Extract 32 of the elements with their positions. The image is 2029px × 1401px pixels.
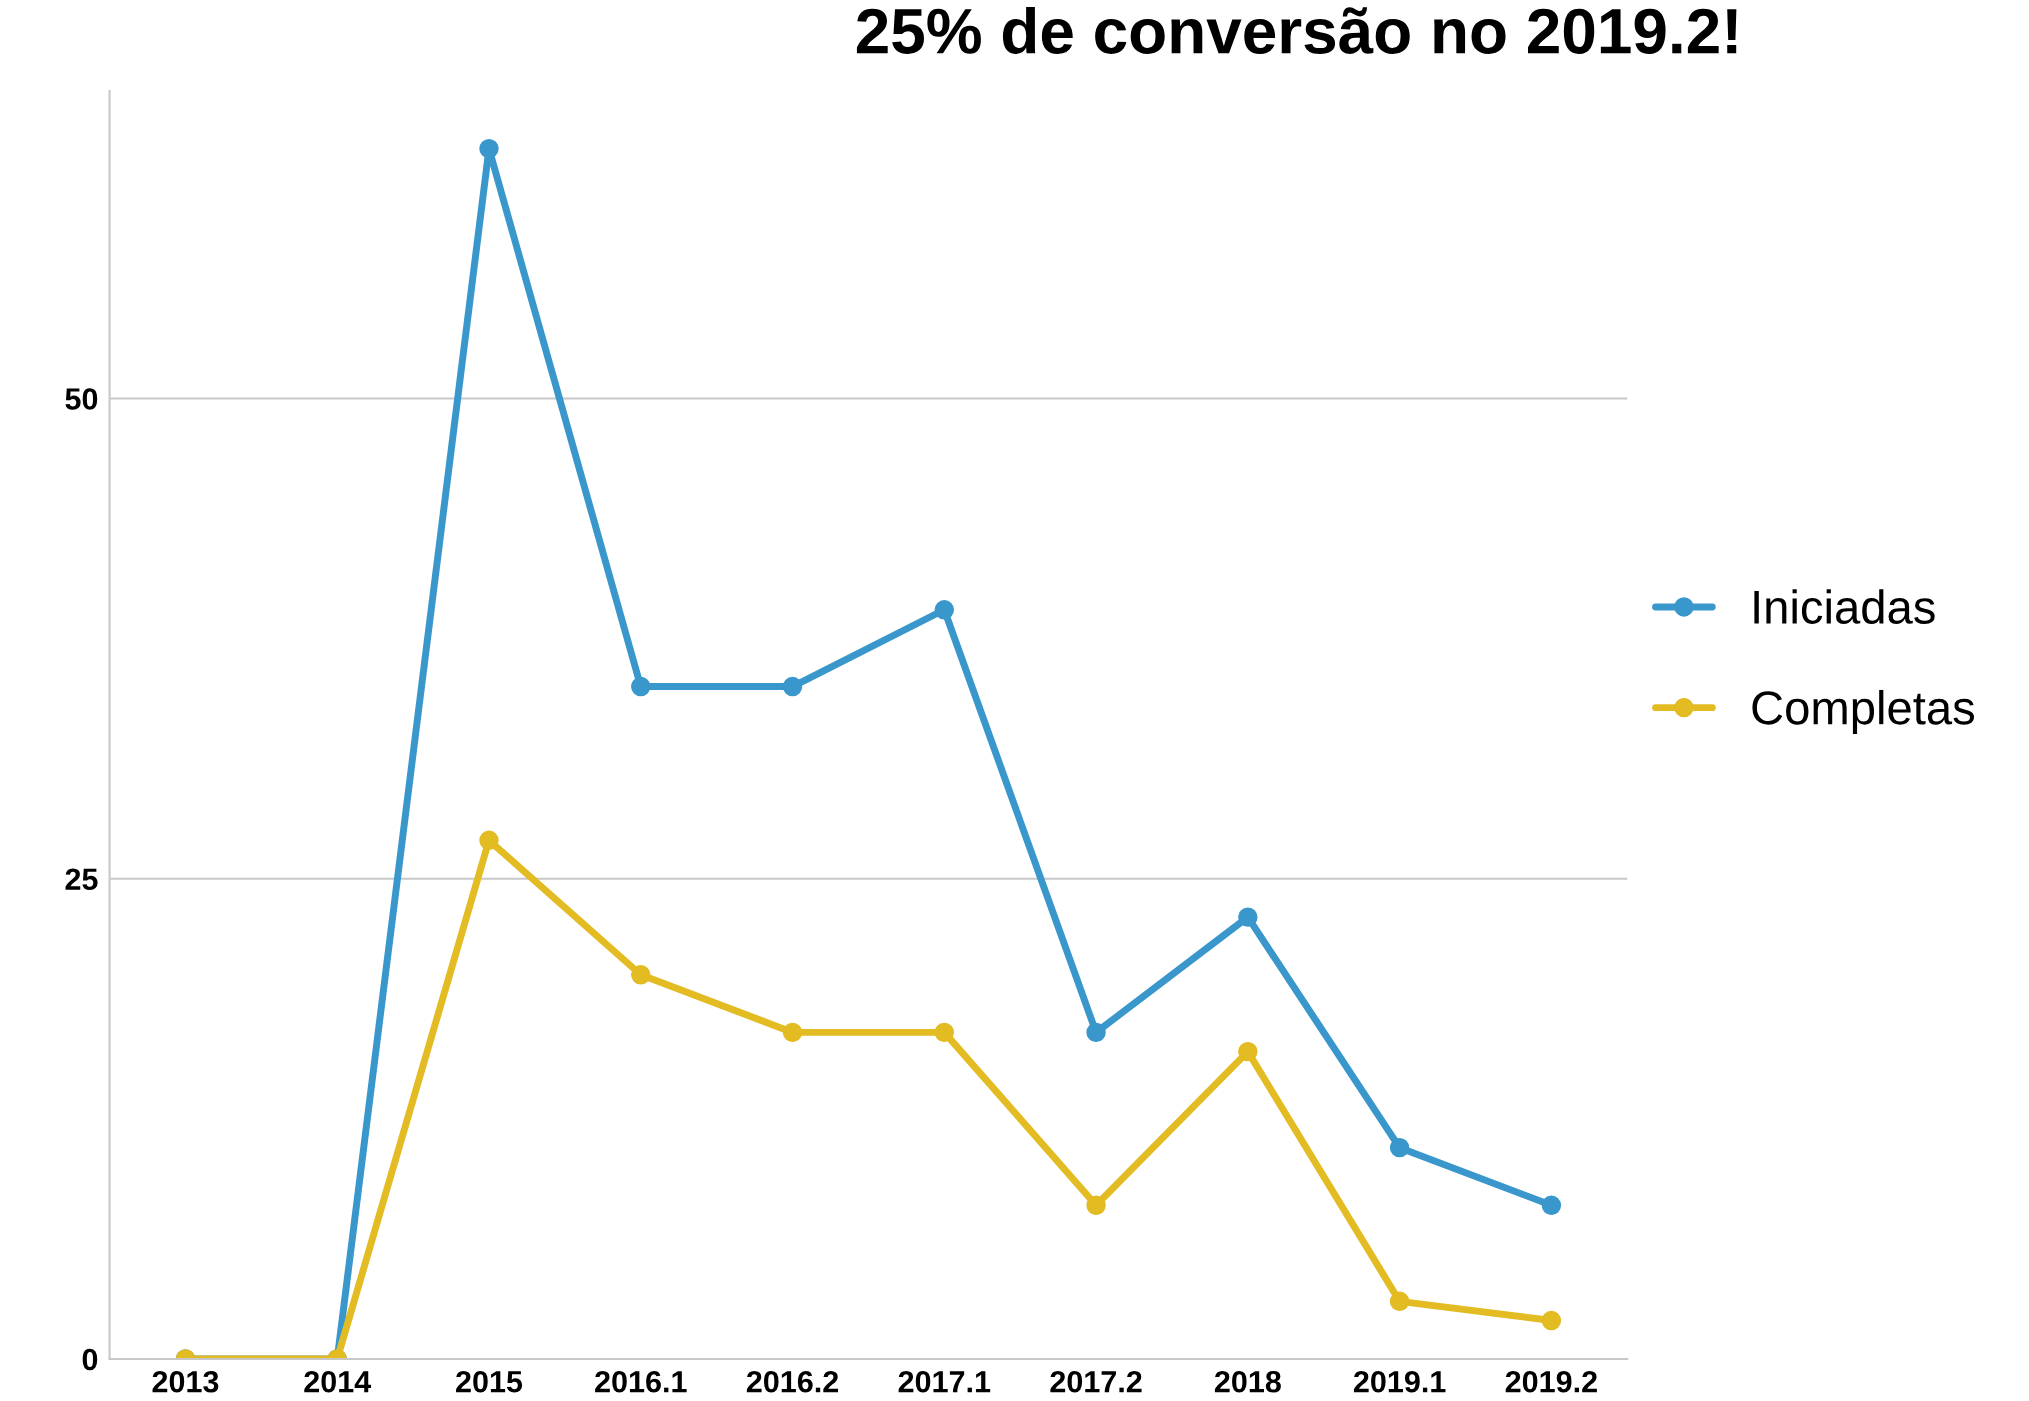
y-tick-label: 50 xyxy=(65,388,98,410)
point xyxy=(631,676,651,697)
point xyxy=(1238,907,1258,927)
point xyxy=(1389,1291,1410,1312)
point xyxy=(479,830,499,851)
x-tick-label: 2017.1 xyxy=(898,1370,991,1393)
x-tick-label: 2017.2 xyxy=(1050,1370,1142,1393)
x-tick-label: 2016.2 xyxy=(746,1370,839,1393)
point xyxy=(934,1022,955,1043)
point xyxy=(1541,1310,1562,1331)
point xyxy=(631,965,651,985)
point xyxy=(1086,1022,1106,1043)
x-tick-label: 2013 xyxy=(152,1370,219,1393)
point xyxy=(479,138,499,159)
point xyxy=(1238,1041,1258,1062)
x-tick-label: 2019.2 xyxy=(1505,1370,1597,1393)
legend-label: Iniciadas xyxy=(1754,589,1935,624)
point xyxy=(934,600,955,620)
point xyxy=(782,676,803,697)
x-tick-label: 2014 xyxy=(304,1370,372,1393)
chart-title: 25% de conversão no 2019.2! xyxy=(856,7,1737,54)
y-tick-label: 25 xyxy=(65,868,98,891)
point xyxy=(1086,1195,1106,1216)
point xyxy=(1389,1137,1410,1158)
x-tick-label: 2018 xyxy=(1214,1370,1281,1393)
legend-label: Completas xyxy=(1752,689,1975,734)
x-tick-label: 2019.1 xyxy=(1353,1370,1446,1393)
point xyxy=(1541,1195,1562,1216)
y-tick-label: 0 xyxy=(82,1348,98,1371)
x-tick-label: 2015 xyxy=(456,1370,523,1393)
x-tick-label: 2016.1 xyxy=(595,1370,687,1393)
point xyxy=(782,1022,803,1043)
